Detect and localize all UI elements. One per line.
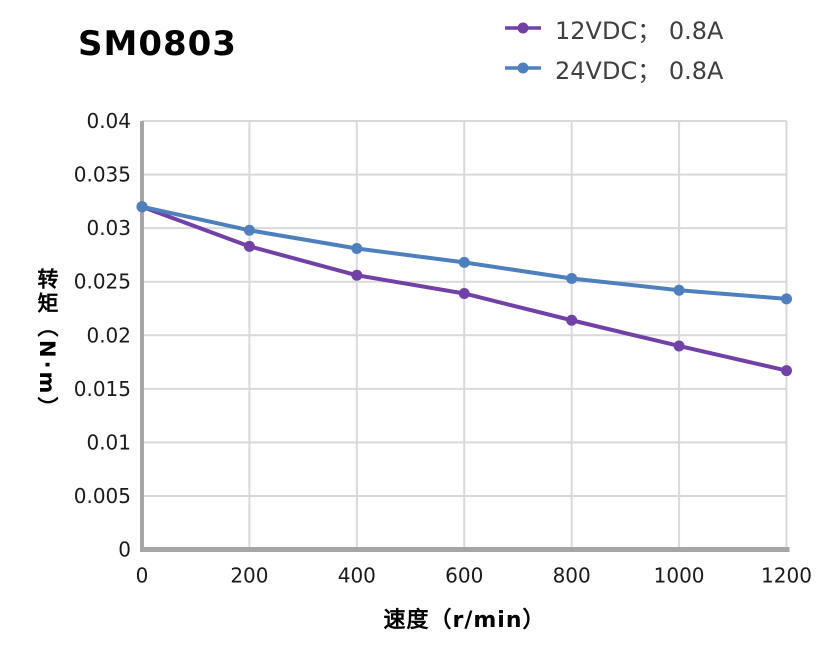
x-tick-label: 400 [338, 564, 376, 588]
data-point-marker [458, 256, 470, 268]
data-point-marker [781, 365, 792, 377]
data-point-marker [673, 340, 685, 352]
x-axis-title: 速度（r/min） [383, 608, 546, 633]
y-tick-label: 0.03 [86, 216, 131, 240]
y-tick-label: 0.01 [86, 430, 131, 454]
x-tick-label: 200 [230, 564, 268, 588]
legend: 12VDC； 0.8A 24VDC； 0.8A [505, 8, 723, 88]
legend-label: 12VDC； 0.8A [555, 16, 724, 45]
chart-title: SM0803 [78, 24, 237, 64]
y-tick-label: 0.005 [74, 484, 131, 508]
y-tick-label: 0 [118, 538, 131, 562]
legend-marker-icon [505, 62, 541, 74]
data-point-marker [566, 272, 578, 284]
y-tick-label: 0.04 [86, 109, 131, 133]
data-point-marker [458, 287, 470, 299]
y-tick-label: 0.015 [74, 377, 131, 401]
data-point-marker [351, 269, 363, 281]
y-tick-label: 0.02 [86, 323, 131, 347]
legend-item: 24VDC； 0.8A [505, 48, 723, 88]
data-point-marker [351, 242, 363, 254]
legend-item: 12VDC； 0.8A [505, 8, 723, 48]
data-point-marker [243, 240, 255, 252]
data-point-marker [136, 201, 148, 213]
x-tick-label: 800 [553, 564, 591, 588]
data-point-marker [673, 284, 685, 296]
x-tick-label: 1000 [654, 564, 705, 588]
data-point-marker [781, 293, 792, 305]
legend-label: 24VDC； 0.8A [555, 56, 724, 85]
y-tick-label: 0.035 [74, 163, 131, 187]
y-axis-title: 转矩（N·m） [35, 268, 59, 421]
y-tick-label: 0.025 [74, 270, 131, 294]
data-point-marker [243, 224, 255, 236]
x-tick-label: 600 [445, 564, 483, 588]
x-tick-label: 0 [136, 564, 149, 588]
legend-marker-icon [505, 22, 541, 34]
data-point-marker [566, 314, 578, 326]
x-tick-label: 1200 [761, 564, 812, 588]
